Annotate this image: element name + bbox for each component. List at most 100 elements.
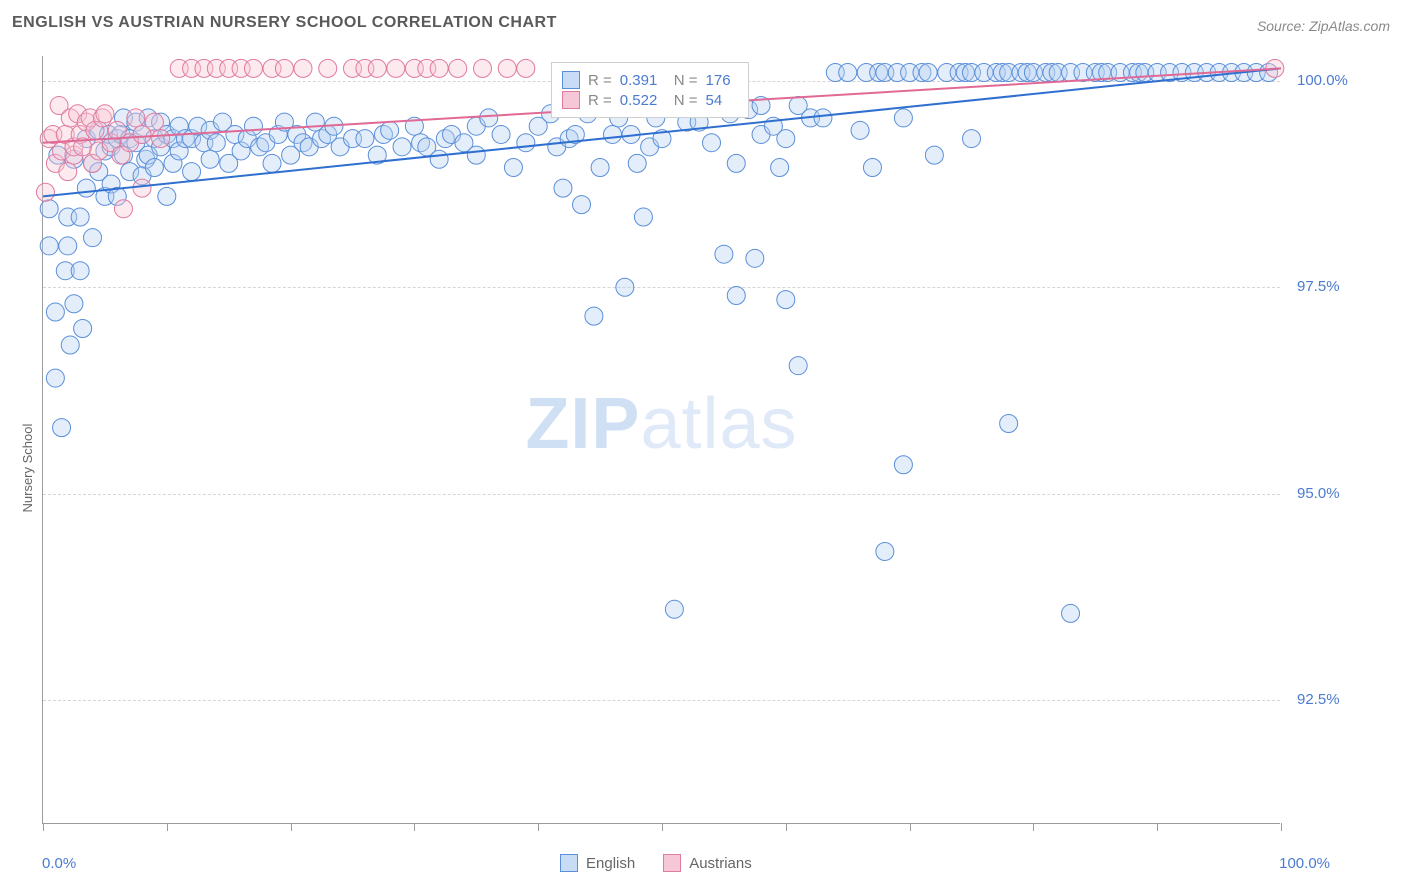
x-axis-max-label: 100.0% [1279, 855, 1330, 872]
english-point [616, 278, 634, 296]
austrians-point [127, 109, 145, 127]
austrians-point [517, 59, 535, 77]
austrians-point [449, 59, 467, 77]
x-tick [291, 823, 292, 831]
english-point [183, 163, 201, 181]
english-point [585, 307, 603, 325]
x-tick [910, 823, 911, 831]
english-point [71, 208, 89, 226]
english-point [84, 229, 102, 247]
austrians-point [152, 130, 170, 148]
y-axis-label: Nursery School [20, 424, 35, 513]
statbox-row-english: R =0.391N =176 [562, 71, 738, 89]
english-point [46, 369, 64, 387]
austrians-swatch [562, 91, 580, 109]
english-point [158, 187, 176, 205]
source-name: ZipAtlas.com [1309, 18, 1390, 34]
legend-item-english: English [560, 854, 635, 872]
chart-container: ENGLISH VS AUSTRIAN NURSERY SCHOOL CORRE… [0, 0, 1406, 892]
english-point [894, 109, 912, 127]
austrians-legend-label: Austrians [689, 855, 752, 872]
source-attribution: Source: ZipAtlas.com [1257, 18, 1390, 34]
austrians-point [498, 59, 516, 77]
y-tick-label: 92.5% [1297, 691, 1340, 708]
english-point [963, 130, 981, 148]
english-point [839, 64, 857, 82]
english-point [554, 179, 572, 197]
legend: English Austrians [560, 854, 752, 872]
english-legend-label: English [586, 855, 635, 872]
english-point [919, 64, 937, 82]
english-point [814, 109, 832, 127]
english-point [851, 121, 869, 139]
source-prefix: Source: [1257, 18, 1309, 34]
english-point [430, 150, 448, 168]
austrians-point [368, 59, 386, 77]
austrians-point [387, 59, 405, 77]
english-point [53, 419, 71, 437]
english-point [356, 130, 374, 148]
english-point [715, 245, 733, 263]
english-point [1062, 604, 1080, 622]
english-point [894, 456, 912, 474]
x-tick [786, 823, 787, 831]
english-point [71, 262, 89, 280]
austrians-point [133, 179, 151, 197]
N-value: 176 [706, 72, 738, 89]
english-point [480, 109, 498, 127]
N-label: N = [674, 92, 698, 109]
english-point [467, 146, 485, 164]
austrians-point [145, 113, 163, 131]
english-point [46, 303, 64, 321]
austrians-point [244, 59, 262, 77]
english-point [145, 158, 163, 176]
english-point [263, 154, 281, 172]
english-point [789, 357, 807, 375]
english-point [876, 542, 894, 560]
english-point [573, 196, 591, 214]
english-point [517, 134, 535, 152]
austrians-point [319, 59, 337, 77]
english-point [77, 179, 95, 197]
y-tick-label: 97.5% [1297, 278, 1340, 295]
y-tick-label: 100.0% [1297, 72, 1348, 89]
x-tick [1157, 823, 1158, 831]
austrians-point [36, 183, 54, 201]
english-point [61, 336, 79, 354]
english-point [628, 154, 646, 172]
austrians-point [59, 163, 77, 181]
english-point [703, 134, 721, 152]
x-tick [538, 823, 539, 831]
english-point [634, 208, 652, 226]
austrians-point [430, 59, 448, 77]
english-point [727, 154, 745, 172]
y-tick-label: 95.0% [1297, 485, 1340, 502]
x-axis-min-label: 0.0% [42, 855, 76, 872]
stats-box: R =0.391N =176R =0.522N =54 [551, 62, 749, 118]
N-value: 54 [706, 92, 738, 109]
R-label: R = [588, 92, 612, 109]
english-point [771, 158, 789, 176]
english-point [381, 121, 399, 139]
x-tick [43, 823, 44, 831]
english-point [603, 125, 621, 143]
english-point [746, 249, 764, 267]
english-point [40, 237, 58, 255]
english-legend-swatch [560, 854, 578, 872]
english-point [40, 200, 58, 218]
x-tick [1033, 823, 1034, 831]
austrians-point [294, 59, 312, 77]
plot-area: ZIPatlas R =0.391N =176R =0.522N =54 92.… [42, 56, 1280, 824]
N-label: N = [674, 72, 698, 89]
english-point [207, 134, 225, 152]
english-point [863, 158, 881, 176]
R-value: 0.522 [620, 92, 666, 109]
x-tick [662, 823, 663, 831]
scatter-svg [43, 56, 1280, 823]
R-value: 0.391 [620, 72, 666, 89]
x-tick [167, 823, 168, 831]
english-point [65, 295, 83, 313]
english-point [201, 150, 219, 168]
legend-item-austrians: Austrians [663, 854, 752, 872]
english-point [665, 600, 683, 618]
